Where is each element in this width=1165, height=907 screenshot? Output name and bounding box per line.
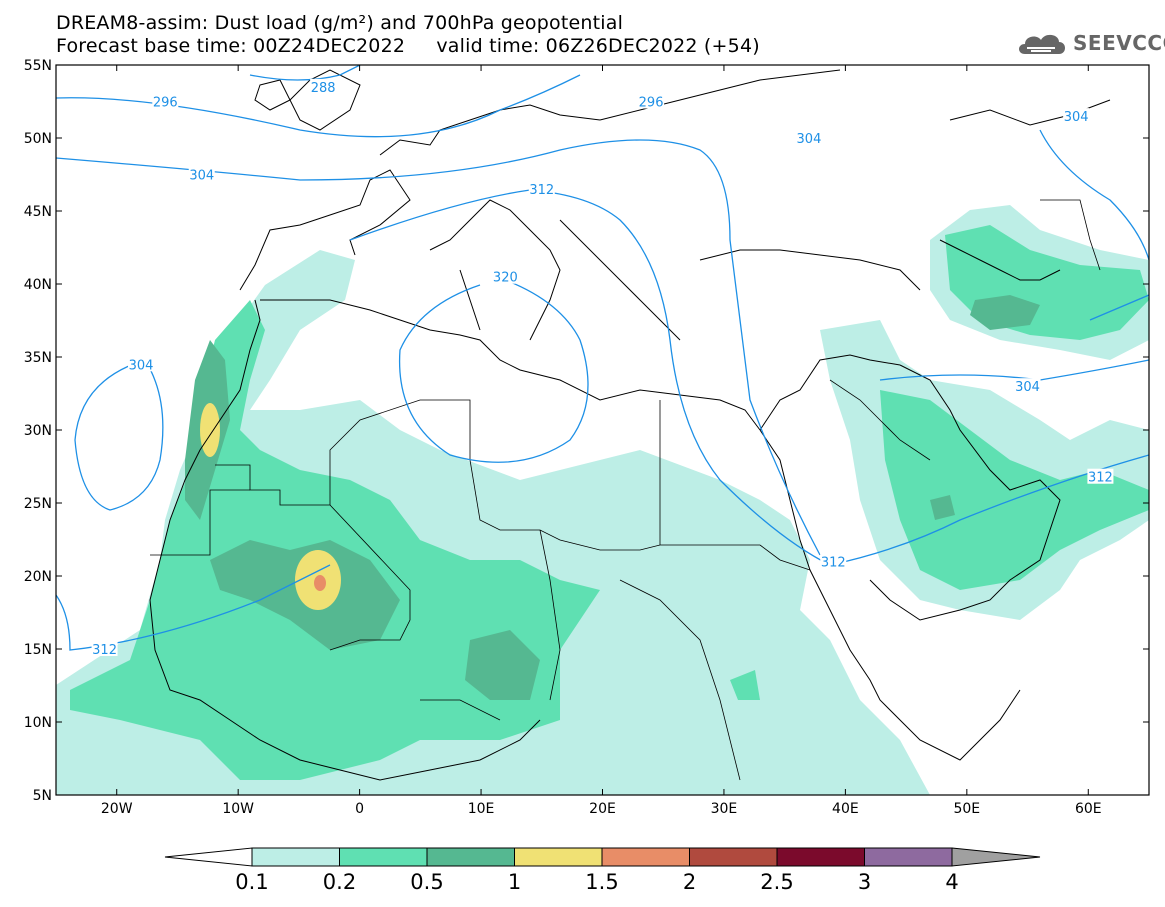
lon-tick-label: 10W xyxy=(222,801,254,817)
lat-tick-label: 40N xyxy=(24,277,52,293)
contour-label: 312 xyxy=(92,643,117,658)
dust-level-0.5 xyxy=(465,630,540,700)
colorbar-label: 0.5 xyxy=(410,870,443,894)
contour-label-bg xyxy=(91,641,118,656)
lat-tick-label: 5N xyxy=(33,788,52,804)
lat-tick-label: 25N xyxy=(24,496,52,512)
colorbar-swatch xyxy=(514,847,603,867)
colorbar-swatches xyxy=(251,847,953,867)
latitude-axis: 55N 50N 45N 40N 35N 30N 25N 20N 15N 10N 5N xyxy=(24,58,1149,804)
longitude-axis: 20W 10W 0 10E 20E 30E 40E 50E 60E xyxy=(101,65,1102,817)
dust-level-1 xyxy=(200,403,220,457)
contour-label: 304 xyxy=(797,132,822,147)
contour-label: 304 xyxy=(1015,380,1040,395)
contour-label: 296 xyxy=(153,96,178,111)
logo-text: SEEVCCC xyxy=(1073,31,1165,55)
contour-label-layer: 288 296 296 304 304 304 312 320 304 304 312 312 312 xyxy=(91,78,1114,658)
lon-tick-label: 20E xyxy=(589,801,616,817)
geopotential-contours xyxy=(56,65,1149,651)
contour-label: 320 xyxy=(493,271,518,286)
lat-tick-label: 20N xyxy=(24,569,52,585)
contour-label: 304 xyxy=(189,169,214,184)
contour-label-bg xyxy=(1014,378,1041,394)
colorbar-label: 4 xyxy=(945,870,958,894)
colorbar-swatch xyxy=(689,847,778,867)
lon-tick-label: 40E xyxy=(832,801,859,817)
dust-level-0.5 xyxy=(930,495,955,520)
map-title: DREAM8-assim: Dust load (g/m²) and 700hP… xyxy=(56,12,624,34)
colorbar: 0.1 0.2 0.5 1 1.5 2 2.5 3 4 xyxy=(164,847,1041,894)
contour-label: 312 xyxy=(1088,471,1113,486)
colorbar-swatch xyxy=(251,847,340,867)
lat-tick-label: 45N xyxy=(24,204,52,220)
lat-tick-label: 35N xyxy=(24,350,52,366)
colorbar-label: 1.5 xyxy=(585,870,618,894)
contour-label: 304 xyxy=(129,358,154,373)
dust-field xyxy=(56,205,1149,795)
lat-tick-label: 50N xyxy=(24,131,52,147)
contour-label-bg xyxy=(310,78,337,94)
contour-label-bg xyxy=(492,268,519,284)
contour-label-bg xyxy=(820,553,847,569)
colorbar-left-arrow xyxy=(164,847,253,867)
contour-label-bg xyxy=(1063,108,1090,124)
contour-label-bg xyxy=(152,93,179,109)
contour-label-bg xyxy=(795,130,822,145)
colorbar-label: 0.1 xyxy=(235,870,268,894)
cloud-icon xyxy=(1019,34,1065,54)
colorbar-swatch xyxy=(601,847,690,867)
lat-tick-label: 15N xyxy=(24,642,52,658)
colorbar-swatch xyxy=(776,847,865,867)
colorbar-label: 0.2 xyxy=(323,870,356,894)
country-borders xyxy=(150,199,1101,781)
contour-label-bg xyxy=(188,166,215,182)
lon-tick-label: 10E xyxy=(468,801,495,817)
coastlines xyxy=(149,69,1111,781)
colorbar-swatch xyxy=(864,847,953,867)
lon-tick-label: 60E xyxy=(1075,801,1102,817)
colorbar-label: 2 xyxy=(683,870,696,894)
dust-level-1.5 xyxy=(314,575,326,591)
contour-label: 312 xyxy=(529,183,554,198)
colorbar-swatch xyxy=(426,847,515,867)
colorbar-right-arrow xyxy=(951,847,1041,867)
colorbar-label: 3 xyxy=(858,870,871,894)
lon-tick-label: 30E xyxy=(711,801,738,817)
seevccc-logo: SEEVCCC xyxy=(1015,28,1165,58)
colorbar-label: 2.5 xyxy=(760,870,793,894)
colorbar-label: 1 xyxy=(508,870,521,894)
contour-label-bg xyxy=(128,356,155,372)
dust-level-0.5 xyxy=(970,295,1040,330)
lat-tick-label: 10N xyxy=(24,715,52,731)
contour-label: 296 xyxy=(639,96,664,111)
contour-label: 312 xyxy=(821,555,846,570)
map-subtitle: Forecast base time: 00Z24DEC2022 valid t… xyxy=(56,35,760,57)
lon-tick-label: 0 xyxy=(355,801,364,817)
lon-tick-label: 20W xyxy=(101,801,133,817)
colorbar-labels: 0.1 0.2 0.5 1 1.5 2 2.5 3 4 xyxy=(235,870,958,894)
contour-label: 304 xyxy=(1064,110,1089,125)
dust-level-0.2 xyxy=(880,390,1149,590)
contour-label: 288 xyxy=(311,81,336,96)
contour-label-bg xyxy=(1087,468,1114,484)
dust-level-0.2 xyxy=(730,670,760,700)
lat-tick-label: 30N xyxy=(24,423,52,439)
lon-tick-label: 50E xyxy=(953,801,980,817)
contour-label-bg xyxy=(638,93,665,109)
colorbar-swatch xyxy=(339,847,428,867)
lat-tick-label: 55N xyxy=(24,58,52,74)
contour-label-bg xyxy=(528,181,555,197)
